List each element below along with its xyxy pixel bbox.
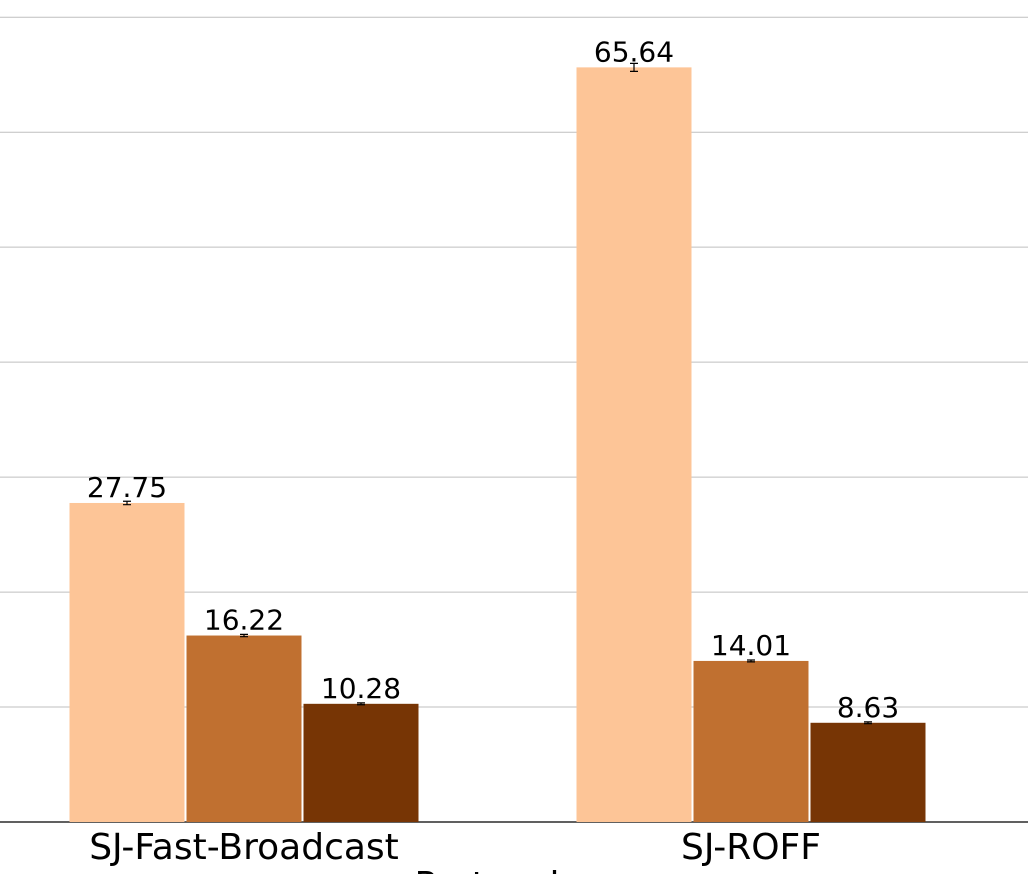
value-label: 27.75 bbox=[87, 471, 167, 504]
bar bbox=[186, 635, 302, 822]
error-bar bbox=[864, 721, 872, 725]
value-label: 65.64 bbox=[594, 35, 674, 68]
x-tick-label: SJ-Fast-Broadcast bbox=[89, 827, 399, 868]
value-label: 14.01 bbox=[711, 629, 791, 662]
value-label: 10.28 bbox=[321, 672, 401, 705]
bar bbox=[693, 660, 809, 822]
error-bar bbox=[357, 702, 365, 706]
bar bbox=[69, 502, 185, 822]
x-tick-label: SJ-ROFF bbox=[681, 827, 821, 868]
value-label: 8.63 bbox=[837, 691, 899, 724]
value-label: 16.22 bbox=[204, 604, 284, 637]
error-bar bbox=[630, 62, 638, 72]
error-bar bbox=[240, 633, 248, 638]
error-bar bbox=[123, 500, 131, 506]
bar bbox=[810, 722, 926, 822]
bar bbox=[303, 703, 419, 822]
bar bbox=[576, 67, 692, 822]
x-axis-label: Protocol bbox=[414, 865, 559, 874]
error-bar bbox=[747, 659, 755, 663]
